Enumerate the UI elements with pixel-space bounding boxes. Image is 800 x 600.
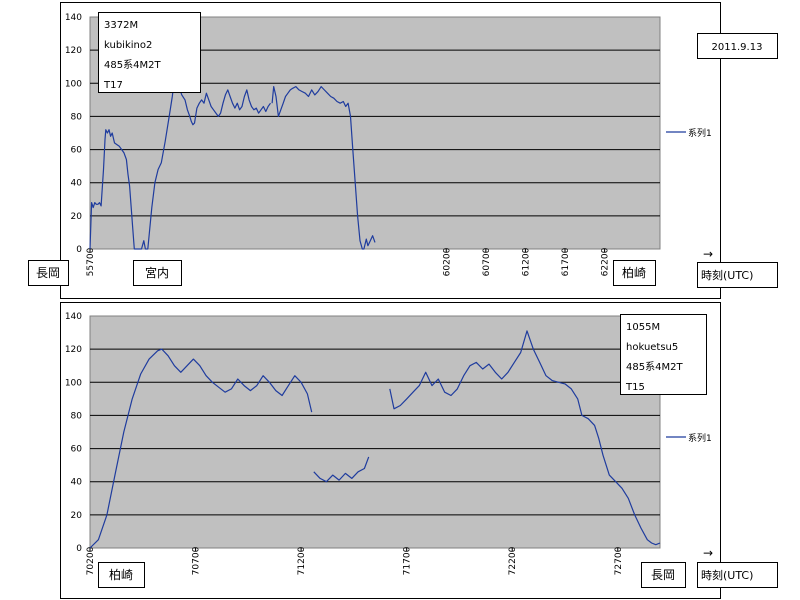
info-box <box>98 12 201 93</box>
x-tick-label: 61200 <box>521 247 531 276</box>
time-axis-box <box>697 262 778 288</box>
y-tick-label: 140 <box>65 13 82 23</box>
info-line: 485系4M2T <box>104 59 161 71</box>
x-tick-label: 60200 <box>442 247 452 276</box>
station-box-end <box>641 562 686 588</box>
x-tick-label: 60700 <box>482 247 492 276</box>
x-tick-label: 61700 <box>561 247 571 276</box>
date-label: 2011.9.13 <box>712 42 763 53</box>
chart-2: 0 20 40 60 80 100 120 140 70200 70700 71200 71700 72… <box>60 302 721 599</box>
station-box-start <box>28 260 69 286</box>
series-line-1 <box>271 86 376 250</box>
info-line: hokuetsu5 <box>626 342 678 353</box>
info-line: 1055M <box>626 322 660 333</box>
chart-1: 0 20 40 60 80 100 120 140 55700 60200 60700 61200 61… <box>60 2 778 299</box>
station-box-middle <box>133 260 182 286</box>
date-box <box>697 33 778 59</box>
station-box-start <box>98 562 145 588</box>
y-tick-label: 0 <box>76 245 82 255</box>
y-tick-label: 60 <box>71 445 83 455</box>
y-tick-label: 120 <box>65 46 82 56</box>
station-label-start: 柏崎 <box>109 567 133 582</box>
y-tick-label: 140 <box>65 312 82 322</box>
station-label-start: 長岡 <box>36 266 60 280</box>
y-tick-label: 0 <box>76 544 82 554</box>
series-line-1 <box>313 456 370 483</box>
arrow-text: → <box>703 247 713 261</box>
y-tick-label: 100 <box>65 79 82 89</box>
info-line: kubikino2 <box>104 40 152 51</box>
info-line: T17 <box>103 80 123 91</box>
y-tick-label: 20 <box>71 212 83 222</box>
x-tick-label: 71200 <box>297 546 307 575</box>
legend-label: 系列1 <box>688 432 712 444</box>
station-box-end <box>613 260 656 286</box>
y-tick-label: 80 <box>71 411 83 421</box>
info-line: T15 <box>625 382 645 393</box>
y-tick-label: 20 <box>71 511 83 521</box>
x-tick-label: 62200 <box>601 247 611 276</box>
y-tick-label: 40 <box>71 478 83 488</box>
y-tick-label: 40 <box>71 179 83 189</box>
station-label-end: 長岡 <box>651 568 675 582</box>
time-axis-label: 時刻(UTC) <box>701 568 753 582</box>
time-axis-label: 時刻(UTC) <box>701 268 753 282</box>
x-tick-label: 55700 <box>86 247 96 276</box>
series-line-1 <box>389 330 661 546</box>
y-tick-label: 100 <box>65 378 82 388</box>
series-line-1 <box>89 348 313 549</box>
plot-area <box>89 315 661 549</box>
station-label-middle: 宮内 <box>145 265 169 280</box>
legend-label: 系列1 <box>688 127 712 139</box>
x-tick-label: 70200 <box>86 546 96 575</box>
x-tick-label: 70700 <box>192 546 202 575</box>
x-tick-label: 72700 <box>614 546 624 575</box>
station-label-end: 柏崎 <box>622 265 646 280</box>
info-line: 485系4M2T <box>626 361 683 373</box>
info-box <box>620 314 707 395</box>
x-tick-label: 72200 <box>508 546 518 575</box>
time-axis-box <box>697 562 778 588</box>
x-tick-label: 71700 <box>403 546 413 575</box>
y-tick-label: 80 <box>71 112 83 122</box>
arrow-text: → <box>703 546 713 560</box>
y-tick-label: 60 <box>71 146 83 156</box>
y-tick-label: 120 <box>65 345 82 355</box>
info-line: 3372M <box>104 20 138 31</box>
